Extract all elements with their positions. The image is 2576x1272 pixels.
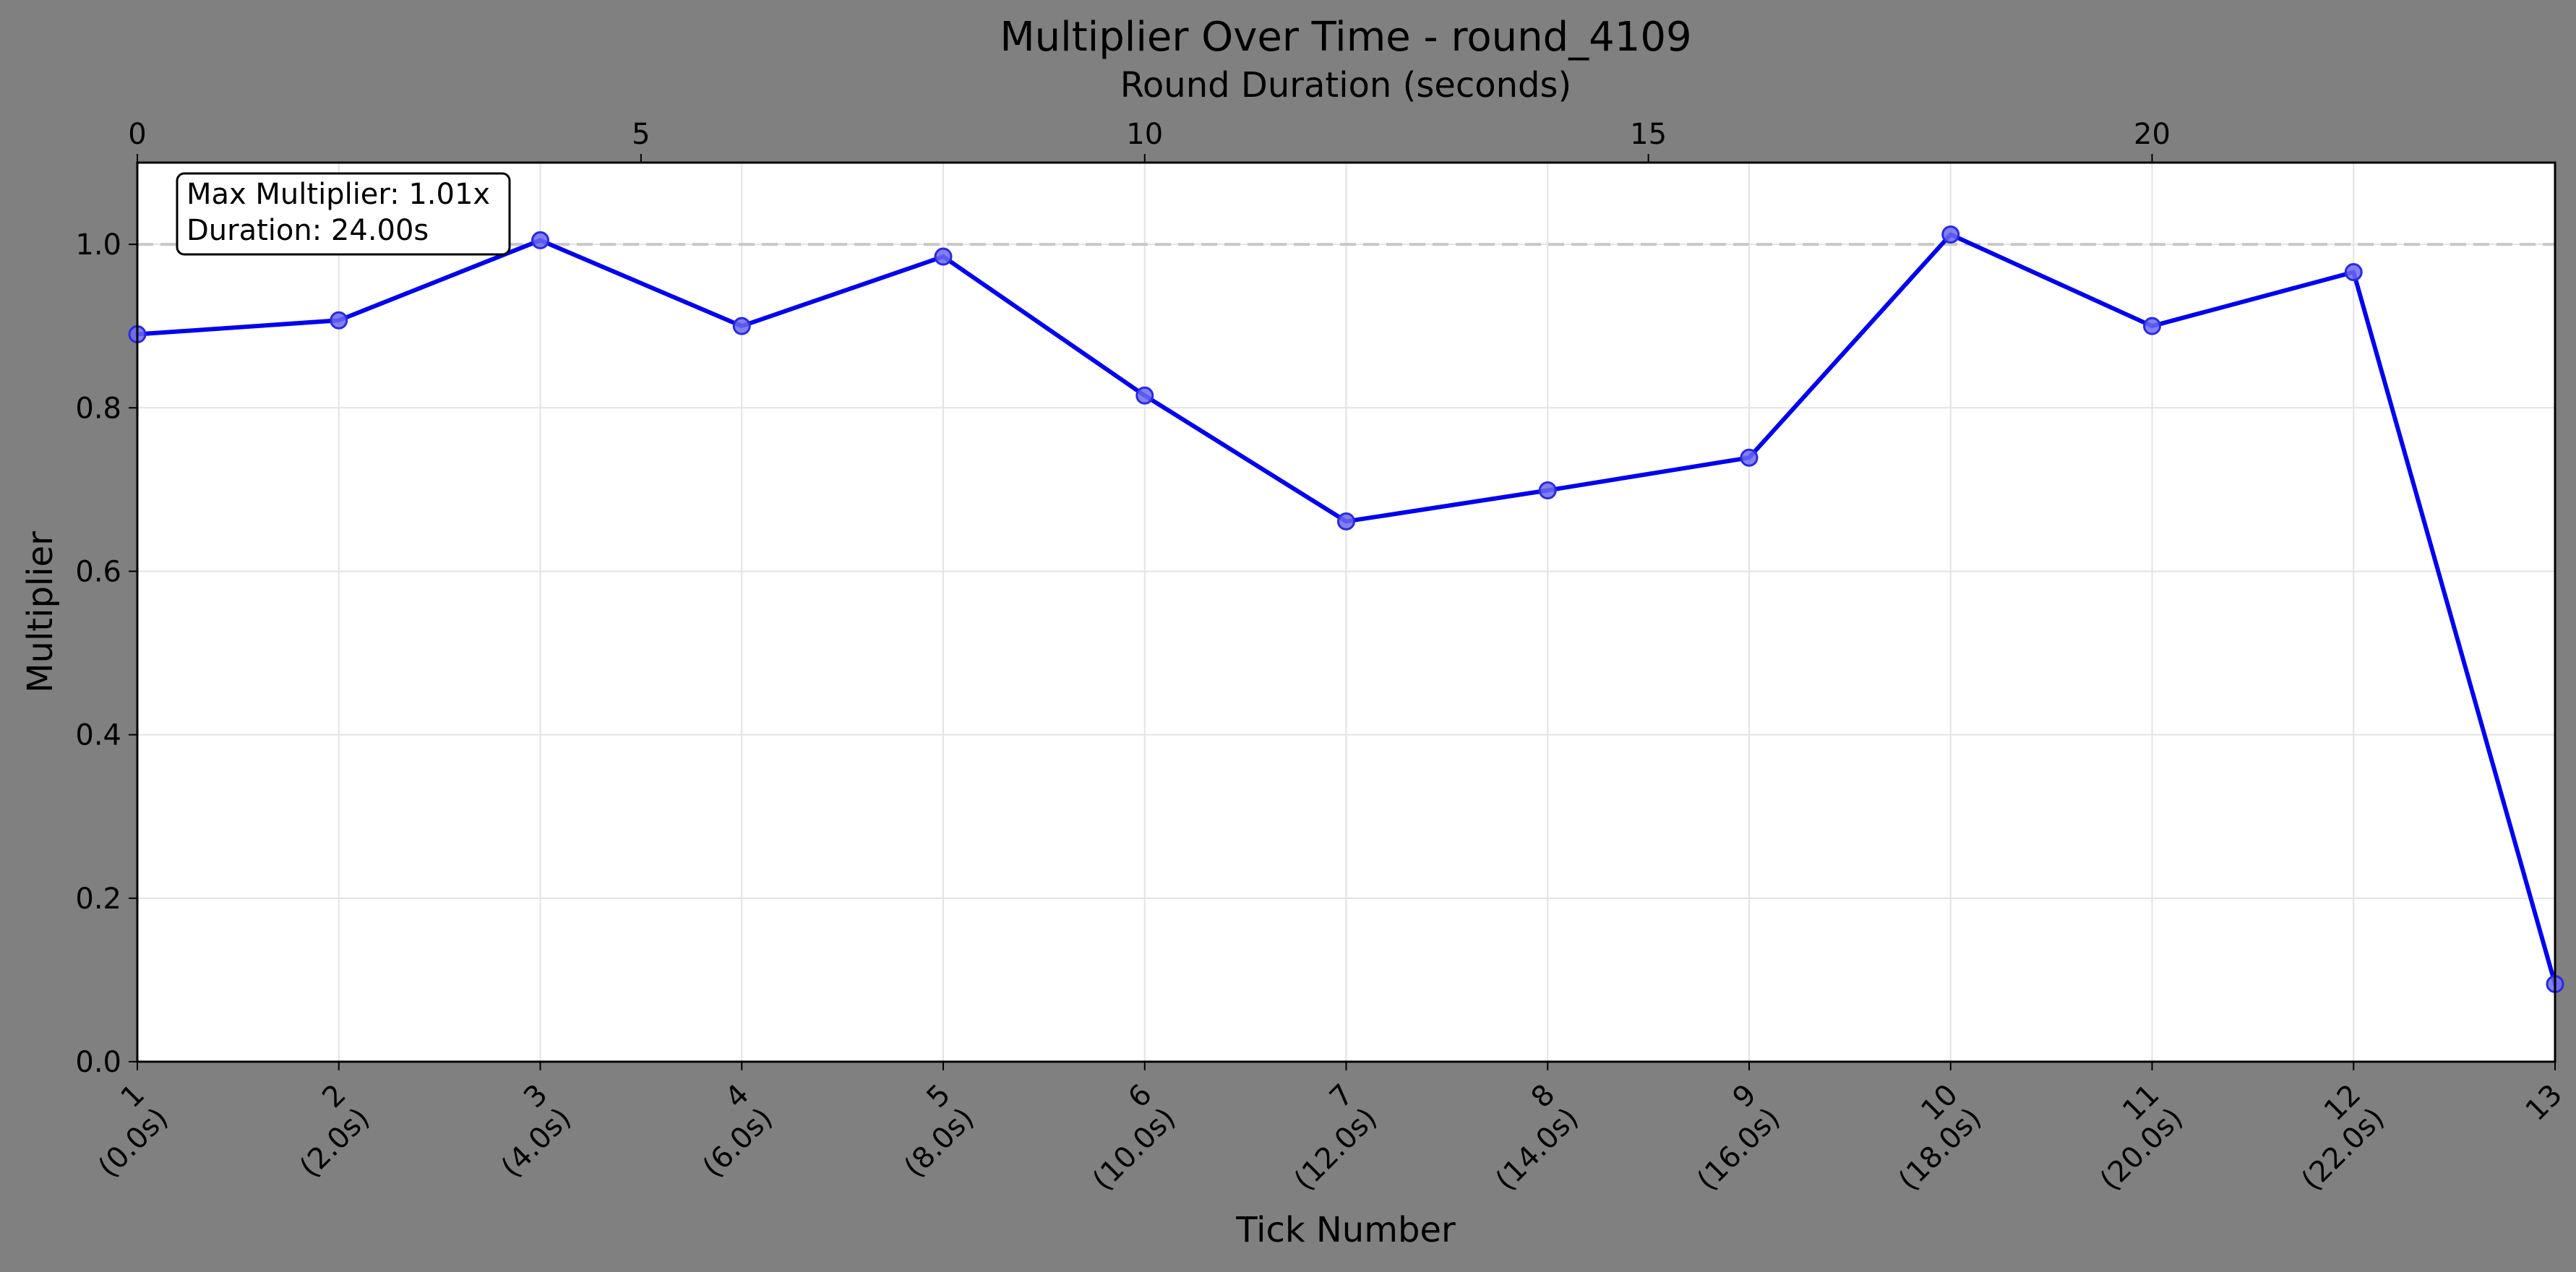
x-axis-label: Tick Number xyxy=(1235,1210,1456,1250)
secondary-x-axis-label: Round Duration (seconds) xyxy=(1120,65,1572,106)
y-tick-label: 0.0 xyxy=(75,1046,121,1079)
annotation-box: Max Multiplier: 1.01x Duration: 24.00s xyxy=(176,172,511,256)
x-tick-label: 9(16.0s) xyxy=(1667,1078,1787,1198)
secondary-x-tick-label: 5 xyxy=(632,118,650,151)
data-point xyxy=(1740,448,1759,467)
data-point xyxy=(934,247,953,266)
data-point xyxy=(1538,481,1557,499)
y-tick-label: 0.8 xyxy=(75,392,121,425)
y-axis-label: Multiplier xyxy=(20,531,61,693)
x-tick-label: 12(22.0s) xyxy=(2272,1078,2391,1198)
data-point xyxy=(1941,225,1960,244)
data-point xyxy=(2344,263,2363,282)
secondary-x-tick-label: 10 xyxy=(1126,118,1163,151)
data-point xyxy=(1337,512,1355,530)
annotation-max-multiplier: Max Multiplier: 1.01x xyxy=(186,178,490,211)
annotation-duration: Duration: 24.00s xyxy=(186,214,429,247)
secondary-x-tick-label: 15 xyxy=(1630,118,1667,151)
data-point xyxy=(1135,386,1154,405)
data-point xyxy=(732,317,751,335)
y-tick-label: 1.0 xyxy=(75,228,121,262)
x-tick-label: 5(8.0s) xyxy=(875,1078,981,1185)
x-tick-label: 13 xyxy=(2520,1078,2569,1128)
x-tick-label: 11(20.0s) xyxy=(2070,1078,2189,1198)
x-tick-label: 8(14.0s) xyxy=(1466,1078,1585,1198)
y-tick-label: 0.2 xyxy=(75,882,121,916)
chart-title: Multiplier Over Time - round_4109 xyxy=(1000,14,1691,61)
data-point xyxy=(531,231,549,249)
y-tick-label: 0.4 xyxy=(75,719,121,752)
x-tick-label: 4(6.0s) xyxy=(673,1078,779,1185)
x-tick-label: 10(18.0s) xyxy=(1869,1078,1988,1198)
x-tick-label: 2(2.0s) xyxy=(270,1078,377,1185)
x-tick-label: 6(10.0s) xyxy=(1063,1078,1182,1198)
y-tick-label: 0.6 xyxy=(75,555,121,588)
secondary-x-tick-label: 20 xyxy=(2134,118,2171,151)
data-point xyxy=(2143,317,2161,335)
x-tick-label: 1(0.0s) xyxy=(69,1078,175,1185)
x-tick-label: 3(4.0s) xyxy=(471,1078,578,1185)
data-point xyxy=(330,311,348,330)
secondary-x-tick-label: 0 xyxy=(128,118,146,151)
x-tick-label: 7(12.0s) xyxy=(1264,1078,1383,1198)
